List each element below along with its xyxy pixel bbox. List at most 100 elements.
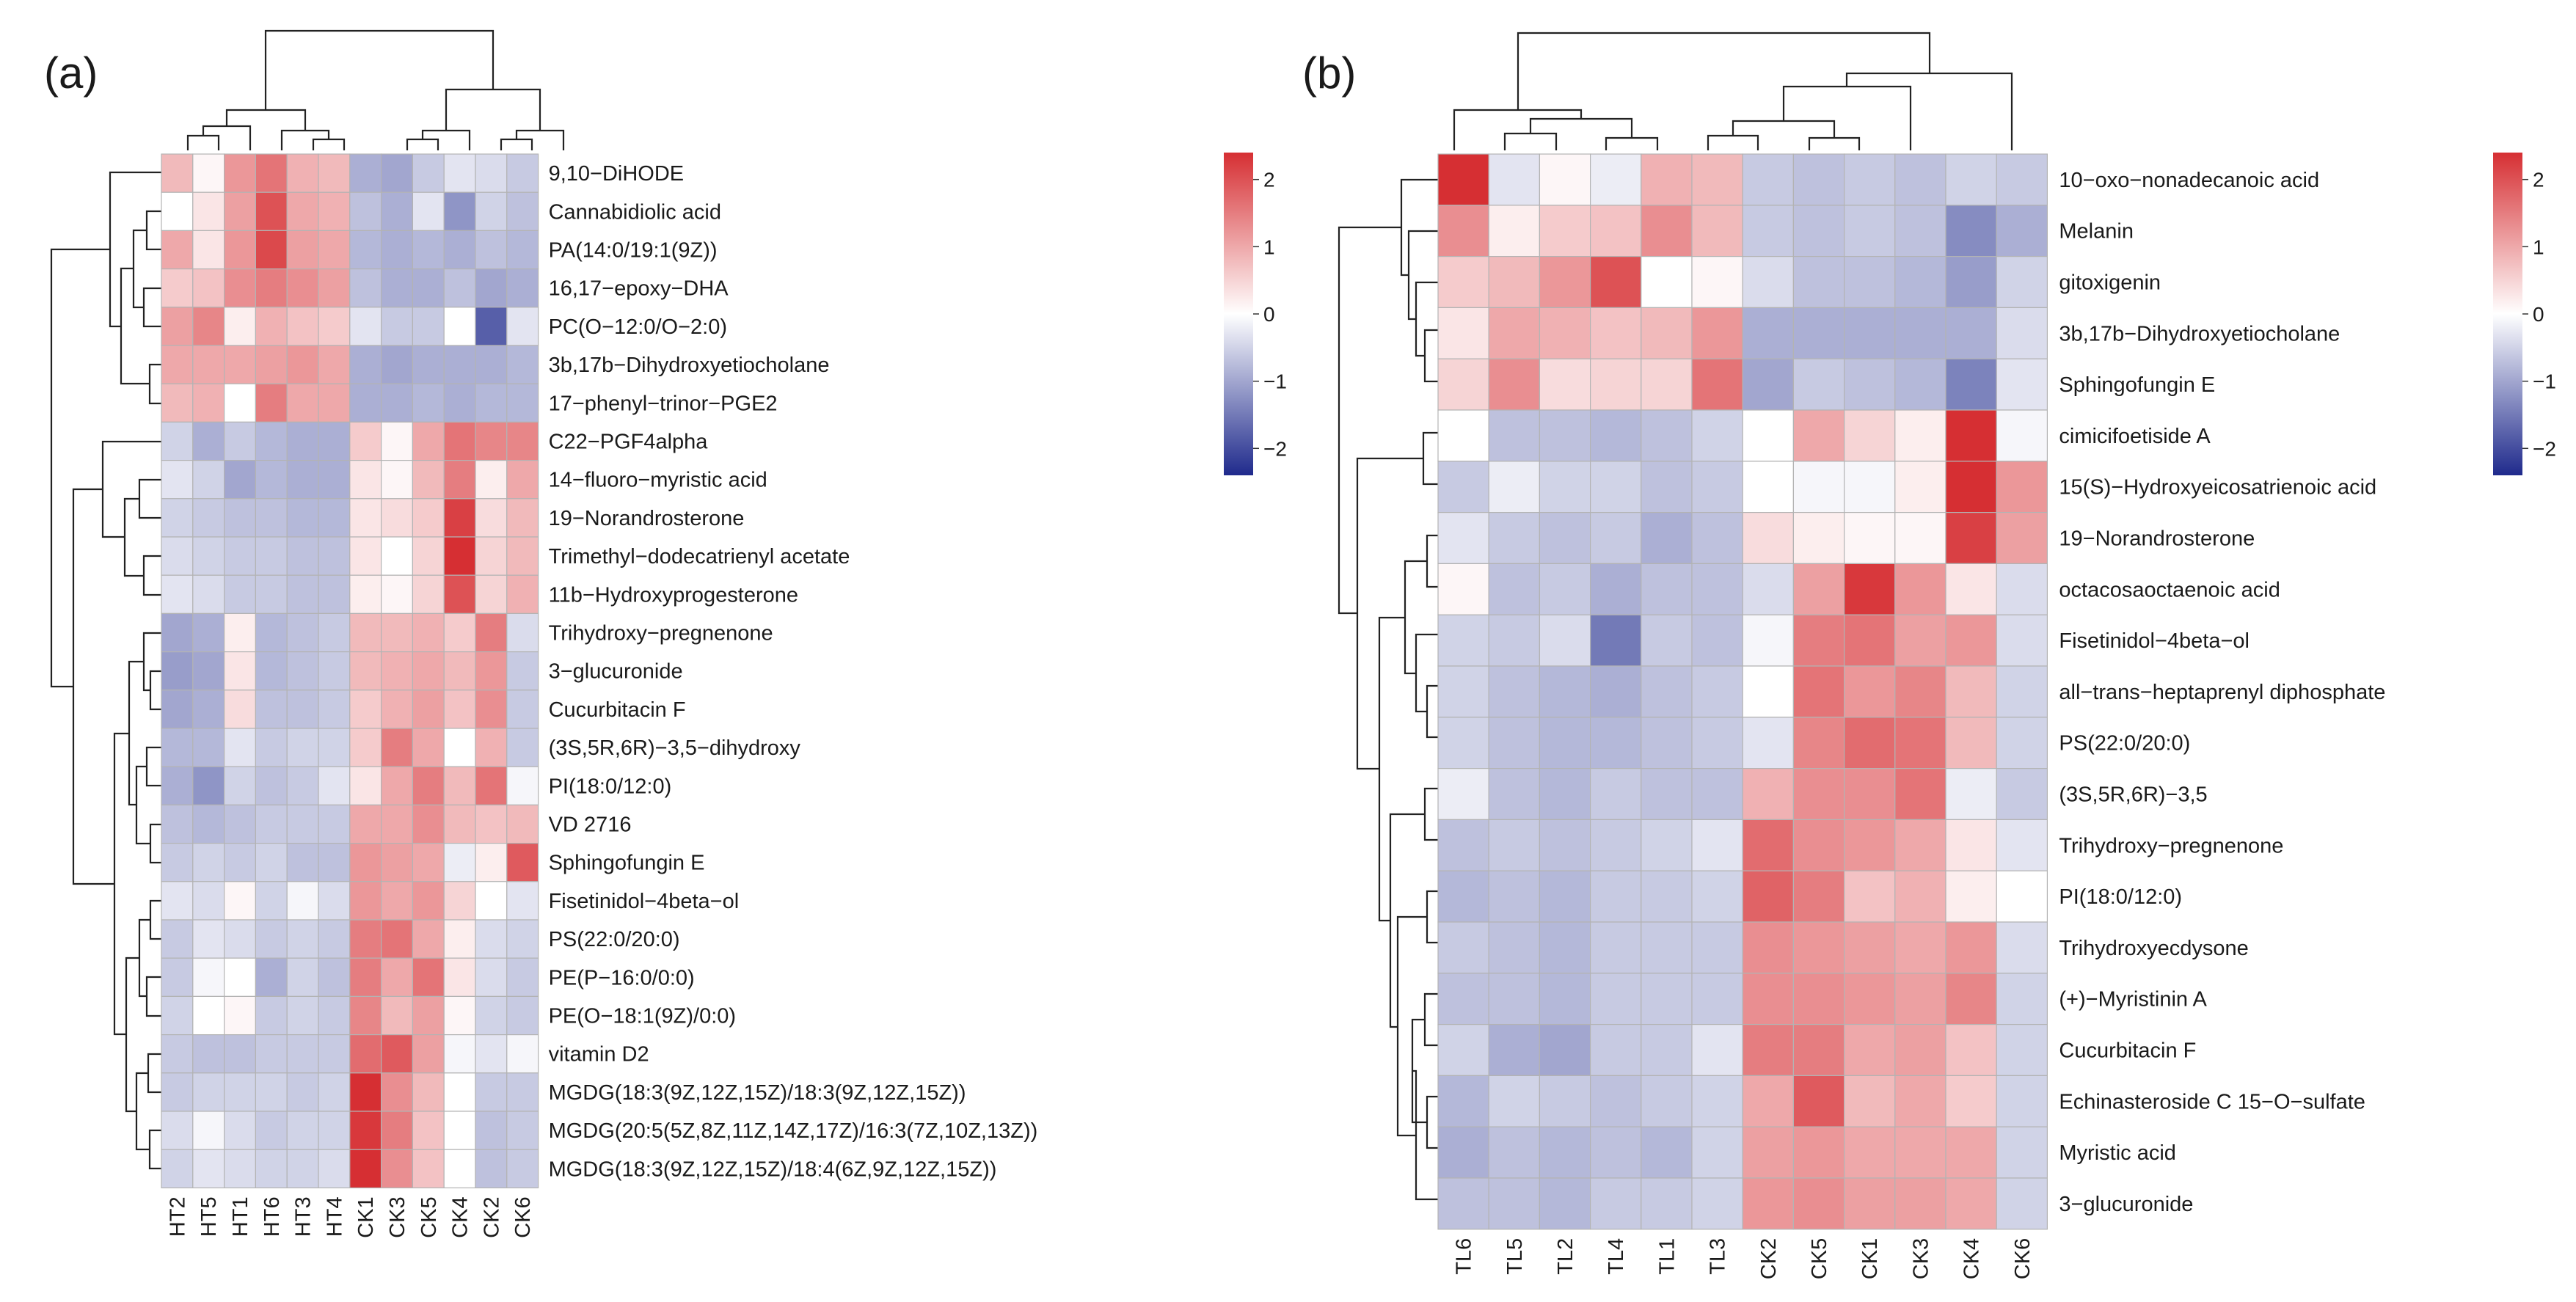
heatmap-cell (380, 612, 413, 653)
heatmap-cell (380, 766, 413, 805)
heatmap-cell (286, 690, 319, 729)
heatmap-cell (224, 1034, 257, 1074)
heatmap-cell (1691, 819, 1743, 871)
heatmap-cell (380, 651, 413, 691)
heatmap-cell (380, 383, 413, 423)
heatmap-cell (412, 995, 445, 1036)
row-label: cimicifoetiside A (2059, 425, 2211, 448)
heatmap-cell (224, 1149, 257, 1188)
heatmap-cell (1945, 461, 1997, 513)
heatmap-cell (349, 690, 382, 729)
row-label: vitamin D2 (549, 1043, 649, 1067)
heatmap-cell (1590, 358, 1642, 411)
column-label: CK3 (386, 1196, 409, 1237)
column-label: CK6 (511, 1196, 535, 1237)
heatmap-cell (1894, 1023, 1946, 1076)
heatmap-cell (1844, 717, 1896, 769)
row-label: Cucurbitacin F (2059, 1039, 2196, 1063)
heatmap-cell (224, 804, 257, 844)
heatmap-cell (1996, 921, 2048, 974)
heatmap-cell (1894, 511, 1946, 564)
heatmap-cell (1792, 717, 1845, 769)
heatmap-cell (1590, 819, 1642, 871)
heatmap-cell (475, 1149, 508, 1188)
heatmap-cell (412, 1072, 445, 1112)
heatmap-cell (349, 383, 382, 423)
heatmap-cell (1996, 511, 2048, 564)
heatmap-cell (1488, 767, 1540, 820)
heatmap-cell (224, 191, 257, 232)
heatmap-cell (1945, 153, 1997, 206)
heatmap-cell (286, 574, 319, 615)
heatmap-cell (318, 536, 351, 576)
heatmap-cell (380, 345, 413, 384)
heatmap-cell (1488, 614, 1540, 667)
row-label: Fisetinidol−4beta−ol (549, 890, 740, 913)
row-label: octacosaoctaenoic acid (2059, 578, 2280, 601)
heatmap-cell (1691, 767, 1743, 820)
heatmap-cell (506, 690, 539, 729)
heatmap-cell (1539, 1075, 1591, 1127)
heatmap-cell (192, 574, 225, 615)
heatmap-cell (192, 804, 225, 844)
column-label: CK4 (449, 1196, 472, 1237)
heatmap-cell (1641, 870, 1693, 923)
heatmap-cell (224, 345, 257, 384)
heatmap-cell (1792, 767, 1845, 820)
heatmap-cell (286, 191, 319, 232)
heatmap-cell (1488, 461, 1540, 513)
heatmap-cell (161, 230, 194, 270)
heatmap-cell (1945, 1075, 1997, 1127)
heatmap-cell (412, 728, 445, 767)
column-label: HT3 (292, 1196, 315, 1237)
heatmap-cell (161, 690, 194, 729)
heatmap-cell (1539, 307, 1591, 359)
row-labels-a: 9,10−DiHODE Cannabidiolic acid PA(14:0/19:… (549, 162, 1038, 1181)
heatmap-cell (1691, 256, 1743, 309)
heatmap-cell (1437, 153, 1489, 206)
legend-tick-label: 1 (2533, 235, 2544, 258)
heatmap-cell (224, 574, 257, 615)
heatmap-cell (255, 957, 288, 997)
row-label: (+)−Myristinin A (2059, 988, 2207, 1012)
heatmap-cell (1539, 819, 1591, 871)
heatmap-cell (475, 690, 508, 729)
row-label: PS(22:0/20:0) (2059, 732, 2190, 756)
row-label: Melanin (2059, 220, 2134, 244)
heatmap-cell (412, 957, 445, 997)
heatmap-cell (1742, 1023, 1794, 1076)
heatmap-cell (506, 728, 539, 767)
heatmap-cell (255, 307, 288, 346)
heatmap-cell (349, 191, 382, 232)
row-label: Myristic acid (2059, 1141, 2176, 1165)
heatmap-cell (1641, 973, 1693, 1025)
heatmap-cell (161, 536, 194, 576)
heatmap-cell (475, 574, 508, 615)
heatmap-cell (1742, 1126, 1794, 1179)
panel-a-label: (a) (44, 48, 98, 98)
heatmap-cell (1437, 973, 1489, 1025)
heatmap-cell (443, 459, 476, 500)
column-label: CK4 (1960, 1238, 1984, 1279)
heatmap-cell (1539, 563, 1591, 615)
heatmap-cell (1641, 1075, 1693, 1127)
row-label: PE(O−18:1(9Z)/0:0) (549, 1005, 736, 1028)
heatmap-cell (161, 1034, 194, 1074)
heatmap-cell (1437, 767, 1489, 820)
heatmap-cell (1590, 461, 1642, 513)
heatmap-cell (1641, 358, 1693, 411)
row-label: MGDG(18:3(9Z,12Z,15Z)/18:3(9Z,12Z,15Z)) (549, 1081, 966, 1105)
heatmap-cell (318, 1072, 351, 1112)
heatmap-cell (1792, 256, 1845, 309)
heatmap-cell (475, 498, 508, 538)
heatmap-cell (1437, 409, 1489, 462)
heatmap-cell (443, 881, 476, 921)
heatmap-cell (1641, 205, 1693, 257)
heatmap-cell (412, 383, 445, 423)
heatmap-cell (1996, 1023, 2048, 1076)
heatmap-cell (1742, 256, 1794, 309)
legend-tick-label: 1 (1263, 235, 1275, 258)
heatmap-cell (1691, 153, 1743, 206)
heatmap-cell (1590, 1177, 1642, 1230)
heatmap-cell (1894, 665, 1946, 718)
